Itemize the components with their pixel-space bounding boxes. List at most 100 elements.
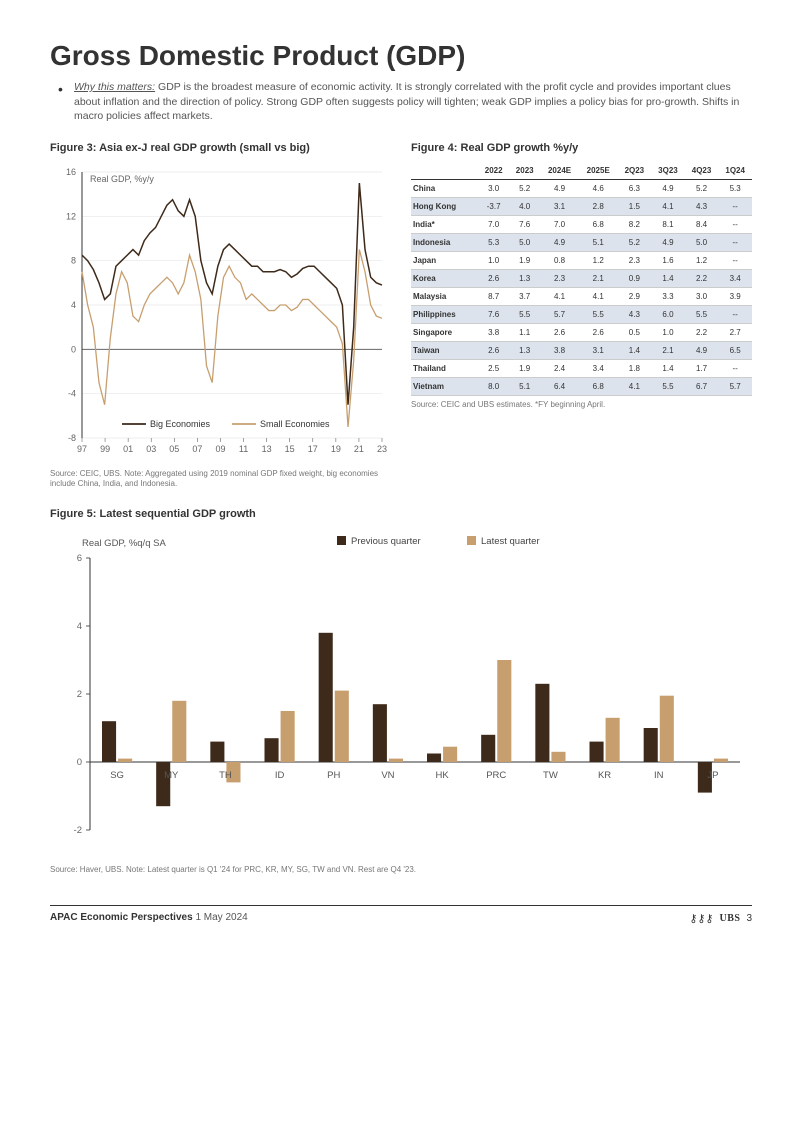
svg-text:09: 09 xyxy=(215,444,225,454)
bar xyxy=(281,711,295,762)
footer-date: 1 May 2024 xyxy=(195,912,247,923)
figure-4-source: Source: CEIC and UBS estimates. *FY begi… xyxy=(411,400,752,410)
svg-text:Real GDP, %q/q SA: Real GDP, %q/q SA xyxy=(82,538,166,549)
svg-text:IN: IN xyxy=(654,770,664,781)
bar xyxy=(156,762,170,806)
svg-text:Latest quarter: Latest quarter xyxy=(481,536,540,547)
figure-3: Figure 3: Asia ex-J real GDP growth (sma… xyxy=(50,142,391,490)
table-row: Philippines7.65.55.75.54.36.05.5-- xyxy=(411,306,752,324)
why-matters: Why this matters: GDP is the broadest me… xyxy=(50,80,752,124)
gdp-table: 202220232024E2025E2Q233Q234Q231Q24China3… xyxy=(411,162,752,396)
svg-text:4: 4 xyxy=(77,621,82,632)
svg-text:03: 03 xyxy=(146,444,156,454)
svg-text:SG: SG xyxy=(110,770,124,781)
svg-text:-2: -2 xyxy=(74,825,82,836)
svg-text:8: 8 xyxy=(71,256,76,266)
bar xyxy=(118,758,132,761)
bar xyxy=(319,633,333,762)
table-header: 3Q23 xyxy=(651,162,685,180)
bar xyxy=(102,721,116,762)
svg-text:12: 12 xyxy=(66,211,76,221)
svg-text:11: 11 xyxy=(239,444,248,454)
bar xyxy=(265,738,279,762)
svg-text:15: 15 xyxy=(285,444,295,454)
svg-text:0: 0 xyxy=(71,344,76,354)
ubs-keys-icon: ⚷⚷⚷ xyxy=(689,912,713,925)
table-row: India*7.07.67.06.88.28.18.4-- xyxy=(411,216,752,234)
table-row: Malaysia8.73.74.14.12.93.33.03.9 xyxy=(411,288,752,306)
svg-text:99: 99 xyxy=(100,444,110,454)
table-row: Hong Kong-3.74.03.12.81.54.14.3-- xyxy=(411,198,752,216)
svg-text:-4: -4 xyxy=(68,389,76,399)
svg-text:6: 6 xyxy=(77,553,82,564)
bar xyxy=(335,690,349,761)
svg-text:PRC: PRC xyxy=(486,770,506,781)
svg-text:07: 07 xyxy=(192,444,202,454)
svg-text:KR: KR xyxy=(598,770,611,781)
bar-chart-svg: Real GDP, %q/q SA Previous quarter Latest … xyxy=(50,528,750,858)
svg-text:Previous quarter: Previous quarter xyxy=(351,536,421,547)
table-header: 2022 xyxy=(478,162,509,180)
svg-text:05: 05 xyxy=(169,444,179,454)
bar xyxy=(389,758,403,761)
bar xyxy=(427,753,441,762)
svg-text:2: 2 xyxy=(77,689,82,700)
bar xyxy=(660,696,674,762)
svg-text:ID: ID xyxy=(275,770,285,781)
table-header: 4Q23 xyxy=(685,162,719,180)
table-header xyxy=(411,162,478,180)
figure-5-title: Figure 5: Latest sequential GDP growth xyxy=(50,508,752,520)
svg-text:PH: PH xyxy=(327,770,340,781)
bar xyxy=(606,718,620,762)
svg-text:21: 21 xyxy=(354,444,364,454)
svg-text:0: 0 xyxy=(77,757,82,768)
svg-text:Real GDP, %y/y: Real GDP, %y/y xyxy=(90,174,154,184)
svg-text:4: 4 xyxy=(71,300,76,310)
bar xyxy=(481,735,495,762)
svg-text:MY: MY xyxy=(164,770,179,781)
bar xyxy=(644,728,658,762)
table-row: Indonesia5.35.04.95.15.24.95.0-- xyxy=(411,234,752,252)
figure-3-source: Source: CEIC, UBS. Note: Aggregated usin… xyxy=(50,469,391,490)
ubs-logo: UBS xyxy=(719,913,740,924)
table-row: Korea2.61.32.32.10.91.42.23.4 xyxy=(411,270,752,288)
bar xyxy=(551,752,565,762)
svg-text:Small Economies: Small Economies xyxy=(260,419,330,429)
table-header: 2023 xyxy=(509,162,540,180)
line-chart: -8-404812169799010305070911131517192123R… xyxy=(50,162,391,465)
bar xyxy=(210,741,224,761)
figure-5-source: Source: Haver, UBS. Note: Latest quarter… xyxy=(50,865,752,875)
figure-4: Figure 4: Real GDP growth %y/y 202220232… xyxy=(411,142,752,490)
bar xyxy=(497,660,511,762)
table-row: China3.05.24.94.66.34.95.25.3 xyxy=(411,180,752,198)
bar-chart: Real GDP, %q/q SA Previous quarter Latest … xyxy=(50,528,752,861)
table-row: Singapore3.81.12.62.60.51.02.22.7 xyxy=(411,324,752,342)
page-footer: APAC Economic Perspectives 1 May 2024 ⚷⚷… xyxy=(50,905,752,925)
svg-text:Big Economies: Big Economies xyxy=(150,419,211,429)
table-header: 2025E xyxy=(579,162,618,180)
figure-5: Figure 5: Latest sequential GDP growth R… xyxy=(50,508,752,875)
svg-text:TH: TH xyxy=(219,770,232,781)
bar xyxy=(714,758,728,761)
svg-text:13: 13 xyxy=(262,444,272,454)
table-header: 1Q24 xyxy=(718,162,752,180)
table-header: 2Q23 xyxy=(618,162,652,180)
svg-text:JP: JP xyxy=(707,770,718,781)
table-row: Thailand2.51.92.43.41.81.41.7-- xyxy=(411,360,752,378)
line-chart-svg: -8-404812169799010305070911131517192123R… xyxy=(50,162,390,462)
svg-text:01: 01 xyxy=(123,444,133,454)
svg-text:HK: HK xyxy=(435,770,449,781)
table-row: Vietnam8.05.16.46.84.15.56.75.7 xyxy=(411,378,752,396)
page-title: Gross Domestic Product (GDP) xyxy=(50,40,752,72)
page-number: 3 xyxy=(746,913,752,924)
svg-text:97: 97 xyxy=(77,444,87,454)
bar xyxy=(590,741,604,761)
svg-text:VN: VN xyxy=(381,770,394,781)
svg-text:-8: -8 xyxy=(68,433,76,443)
figure-4-title: Figure 4: Real GDP growth %y/y xyxy=(411,142,752,154)
svg-text:16: 16 xyxy=(66,167,76,177)
svg-text:19: 19 xyxy=(331,444,341,454)
svg-text:17: 17 xyxy=(308,444,318,454)
svg-text:TW: TW xyxy=(543,770,558,781)
table-row: Japan1.01.90.81.22.31.61.2-- xyxy=(411,252,752,270)
